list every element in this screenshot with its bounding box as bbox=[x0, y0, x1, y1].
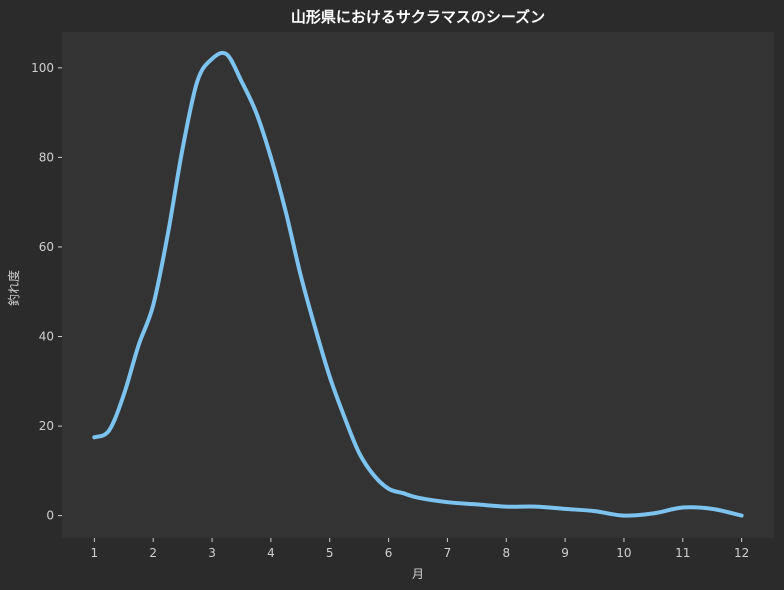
x-axis-label: 月 bbox=[412, 567, 424, 581]
series-line bbox=[92, 50, 744, 518]
x-tick-label: 5 bbox=[326, 546, 334, 560]
y-tick-label: 100 bbox=[31, 61, 54, 75]
x-tick-label: 4 bbox=[267, 546, 275, 560]
x-tick-label: 8 bbox=[502, 546, 510, 560]
y-tick-label: 20 bbox=[39, 419, 54, 433]
x-tick-label: 7 bbox=[444, 546, 452, 560]
x-tick-label: 6 bbox=[385, 546, 393, 560]
x-tick-label: 12 bbox=[734, 546, 749, 560]
y-tick-label: 0 bbox=[46, 509, 54, 523]
x-tick-label: 10 bbox=[616, 546, 631, 560]
x-tick-label: 2 bbox=[149, 546, 157, 560]
y-ticks: 0 20 40 60 80 100 bbox=[31, 61, 62, 523]
plot-area bbox=[62, 32, 774, 538]
y-axis-label: 釣れ度 bbox=[6, 270, 21, 306]
y-tick-label: 40 bbox=[39, 329, 54, 343]
x-tick-label: 9 bbox=[561, 546, 569, 560]
x-ticks: 1 2 3 4 5 6 7 8 9 10 11 12 bbox=[91, 538, 749, 560]
series-layer bbox=[92, 50, 744, 518]
x-tick-label: 3 bbox=[208, 546, 216, 560]
chart-title: 山形県におけるサクラマスのシーズン bbox=[291, 8, 545, 26]
y-tick-label: 80 bbox=[39, 150, 54, 164]
x-tick-label: 11 bbox=[675, 546, 690, 560]
x-tick-label: 1 bbox=[91, 546, 99, 560]
y-tick-label: 60 bbox=[39, 240, 54, 254]
